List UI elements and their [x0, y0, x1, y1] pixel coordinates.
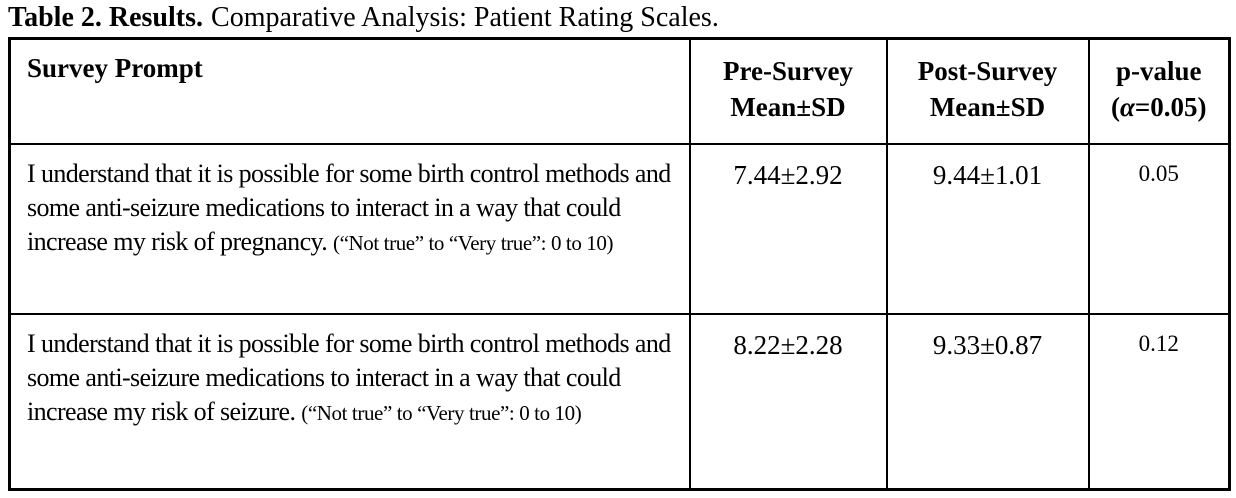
survey-prompt-scale-note: (“Not true” to “Very true”: 0 to 10) — [301, 401, 582, 426]
post-survey-value: 9.33±0.87 — [885, 312, 1090, 491]
table-caption-label: Table 2. Results. — [8, 2, 204, 33]
post-survey-value: 9.44±1.01 — [885, 142, 1090, 315]
header-p-value: p-value (α=0.05) — [1087, 37, 1231, 145]
survey-prompt-scale-note: (“Not true” to “Very true”: 0 to 10) — [333, 231, 614, 256]
header-post-survey: Post-Survey Mean±SD — [885, 37, 1090, 145]
alpha-open-paren: ( — [1110, 92, 1120, 123]
survey-prompt-text: I understand that it is possible for som… — [27, 158, 671, 257]
p-value: 0.05 — [1087, 142, 1231, 315]
header-row: Survey Prompt Pre-Survey Mean±SD Post-Su… — [8, 37, 1231, 145]
table-caption: Table 2. Results. Comparative Analysis: P… — [8, 0, 1236, 37]
alpha-value: =0.05) — [1134, 92, 1207, 123]
results-table: Survey Prompt Pre-Survey Mean±SD Post-Su… — [8, 37, 1231, 491]
header-pre-survey: Pre-Survey Mean±SD — [688, 37, 888, 145]
pre-survey-value: 7.44±2.92 — [688, 142, 888, 315]
survey-prompt-cell: I understand that it is possible for som… — [8, 312, 691, 491]
p-value: 0.12 — [1087, 312, 1231, 491]
survey-prompt-cell: I understand that it is possible for som… — [8, 142, 691, 315]
alpha-symbol: α — [1119, 92, 1135, 123]
table-row-pregnancy-risk: I understand that it is possible for som… — [8, 142, 1231, 315]
table-caption-text: Comparative Analysis: Patient Rating Sca… — [211, 2, 719, 33]
header-survey-prompt: Survey Prompt — [8, 37, 691, 145]
p-value-label: p-value — [1115, 56, 1202, 86]
table-row-seizure-risk: I understand that it is possible for som… — [8, 312, 1231, 491]
pre-survey-value: 8.22±2.28 — [688, 312, 888, 491]
survey-prompt-text: I understand that it is possible for som… — [27, 328, 671, 427]
